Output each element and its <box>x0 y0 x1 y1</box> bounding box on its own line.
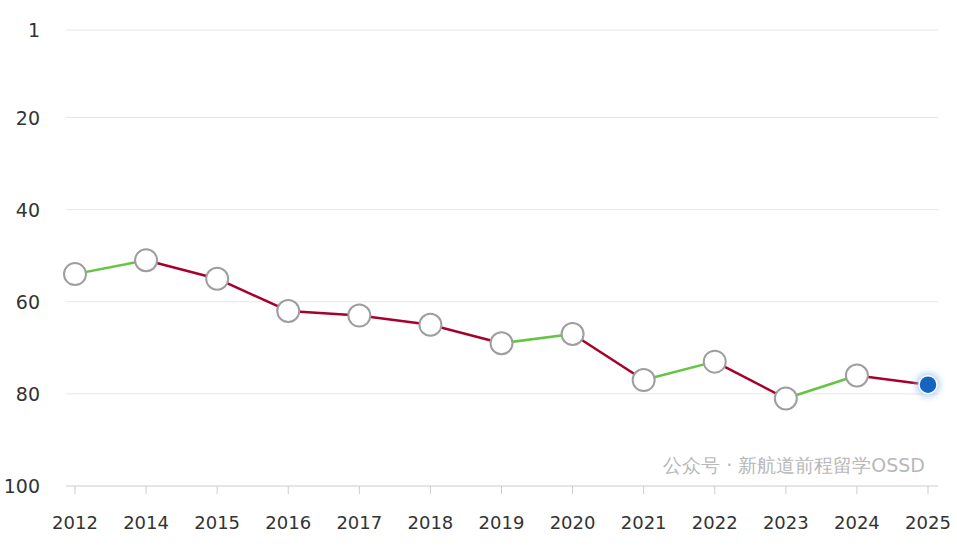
y-tick-label: 100 <box>4 475 40 497</box>
x-tick-label: 2012 <box>52 512 98 533</box>
x-tick <box>501 486 502 494</box>
x-tick <box>643 486 644 494</box>
y-tick-label: 40 <box>16 199 40 221</box>
line-path <box>75 260 928 398</box>
y-tick-label: 20 <box>16 107 40 129</box>
marker <box>419 314 441 336</box>
x-tick <box>572 486 573 494</box>
x-tick <box>714 486 715 494</box>
grid-line <box>66 393 938 394</box>
y-tick-label: 80 <box>16 383 40 405</box>
x-tick-label: 2021 <box>621 512 667 533</box>
marker <box>491 332 513 354</box>
marker <box>206 268 228 290</box>
marker <box>846 364 868 386</box>
x-tick <box>928 486 929 494</box>
x-tick-label: 2024 <box>834 512 880 533</box>
grid-line <box>66 30 938 31</box>
watermark: 公众号 · 新航道前程留学OSSD <box>663 454 925 476</box>
x-tick-label: 2015 <box>194 512 240 533</box>
x-tick <box>75 486 76 494</box>
line-segment <box>573 334 644 380</box>
marker <box>633 369 655 391</box>
marker <box>135 249 157 271</box>
x-tick <box>288 486 289 494</box>
x-tick-label: 2017 <box>336 512 382 533</box>
line-segment <box>715 362 786 399</box>
x-tick-label: 2019 <box>479 512 525 533</box>
marker <box>704 351 726 373</box>
x-tick-label: 2018 <box>408 512 454 533</box>
marker-current <box>919 376 937 394</box>
x-tick-label: 2014 <box>123 512 169 533</box>
marker <box>64 263 86 285</box>
x-tick-label: 2020 <box>550 512 596 533</box>
grid-line <box>66 209 938 210</box>
grid-line <box>66 301 938 302</box>
chart: 1 20 40 60 80 100 2012 2014 2015 2016 2017 2018 2019… <box>0 0 957 553</box>
x-tick <box>217 486 218 494</box>
x-tick <box>430 486 431 494</box>
marker <box>562 323 584 345</box>
marker <box>277 300 299 322</box>
grid-line <box>66 117 938 118</box>
x-tick-label: 2016 <box>265 512 311 533</box>
marker-glow <box>916 373 940 397</box>
marker <box>348 305 370 327</box>
x-tick-label: 2022 <box>692 512 738 533</box>
y-tick-label: 60 <box>16 291 40 313</box>
y-tick-label: 1 <box>28 19 40 41</box>
x-tick <box>856 486 857 494</box>
x-tick <box>146 486 147 494</box>
x-tick-label: 2023 <box>763 512 809 533</box>
plot-area <box>64 249 940 409</box>
x-tick <box>359 486 360 494</box>
x-tick-label: 2025 <box>905 512 951 533</box>
x-tick <box>785 486 786 494</box>
marker <box>775 387 797 409</box>
